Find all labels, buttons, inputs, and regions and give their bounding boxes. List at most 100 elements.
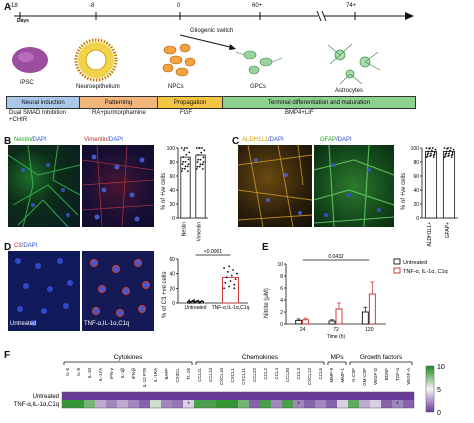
column-label: IL-6 xyxy=(65,368,70,376)
panel-c-chart: 0 20 40 60 80 100 ALDH1L1+ GFAP+ xyxy=(411,146,458,247)
significance-star: * xyxy=(396,402,399,408)
data-point xyxy=(197,154,200,156)
panel-d-ylabel: % of C3 +ve cells xyxy=(162,271,168,318)
group-label: Cytokines xyxy=(114,354,143,361)
treatment-label: FGF xyxy=(180,110,192,116)
column-label: CXCL11 xyxy=(241,368,246,385)
data-point xyxy=(182,156,185,158)
column-label: BDNF xyxy=(384,368,389,381)
gliogenic-switch-label: Gliogenic switch xyxy=(190,28,234,34)
bar xyxy=(302,319,310,325)
column-label: CCL2 xyxy=(263,368,268,380)
data-point xyxy=(227,270,229,273)
column-label: IL-1RA xyxy=(153,368,158,382)
y-tick-label: 10 xyxy=(277,262,283,268)
heatmap-cell xyxy=(260,392,271,400)
panel-c-img1-title: ALDH1L1/DAPI xyxy=(242,137,284,143)
data-point xyxy=(198,165,201,168)
data-point xyxy=(452,148,455,151)
column-label: CXCL10 xyxy=(219,368,224,386)
row-label: TNF-α,IL-1α,C1q xyxy=(14,402,59,408)
bar xyxy=(195,154,206,219)
nestin-micrograph xyxy=(8,145,80,227)
heatmap-cell xyxy=(315,400,326,408)
c3-untreated-micrograph xyxy=(8,251,80,331)
heatmap-cell xyxy=(326,392,337,400)
cell-type-label: Astrocytes xyxy=(335,88,364,94)
data-point xyxy=(225,276,228,279)
bar xyxy=(368,293,376,325)
column-label: IFN-β xyxy=(131,368,136,380)
data-point xyxy=(228,265,231,268)
day-tick: -8 xyxy=(89,3,95,9)
x-tick-label: Nestin xyxy=(182,222,188,236)
gpcs-illustration xyxy=(235,50,283,75)
panel-c-label: C xyxy=(232,136,240,147)
data-point xyxy=(445,152,448,155)
y-tick-label: 0 xyxy=(280,322,283,328)
column-label: CCL5 xyxy=(318,368,323,380)
data-point xyxy=(432,156,435,158)
heatmap-cell xyxy=(392,400,403,408)
heatmap-cell xyxy=(84,400,95,408)
data-point xyxy=(188,151,191,154)
data-point xyxy=(186,165,189,168)
y-tick-label: 2 xyxy=(280,310,283,316)
data-point xyxy=(426,155,429,158)
phase-propagation: Propagation xyxy=(157,96,223,109)
heatmap-cell xyxy=(161,400,172,408)
data-point xyxy=(447,147,449,149)
heatmap-cell xyxy=(172,400,183,408)
heatmap-cell xyxy=(216,392,227,400)
heatmap-cell xyxy=(205,392,216,400)
y-tick-label: 40 xyxy=(413,188,419,194)
panel-b-img2-title: Vimentin/DAPI xyxy=(84,137,123,143)
data-point xyxy=(193,299,196,301)
heatmap-cell xyxy=(106,400,117,408)
y-tick-label: 0 xyxy=(172,216,175,222)
column-label: CCL20 xyxy=(285,368,290,383)
data-point xyxy=(448,152,450,155)
data-point xyxy=(200,151,203,154)
y-tick-label: 60 xyxy=(169,174,175,180)
column-label: MMP-9 xyxy=(329,368,334,383)
data-point xyxy=(230,274,233,277)
heatmap-cell xyxy=(260,400,271,408)
treatment-label: Dual SMAD Inhibition +CHIR xyxy=(9,110,67,123)
data-point xyxy=(181,167,184,170)
data-point xyxy=(425,147,428,149)
panel-b-chart: 0 20 40 60 80 100 Nestin Vimentin xyxy=(167,146,208,241)
data-point xyxy=(431,149,433,152)
bar xyxy=(180,156,191,219)
day-tick: -18 xyxy=(9,3,18,9)
data-point xyxy=(430,152,432,155)
y-tick-label: 40 xyxy=(169,188,175,194)
heatmap-cell xyxy=(293,400,304,408)
data-point xyxy=(187,163,190,165)
bar xyxy=(335,308,343,325)
heatmap-cell xyxy=(249,400,260,408)
panel-c-ylabel: % of +ve cells xyxy=(401,172,407,210)
y-tick-label: 0 xyxy=(172,301,175,307)
cell-type-label: Neuroepithelium xyxy=(76,84,120,90)
column-label: VEGF-A xyxy=(406,368,411,385)
column-label: TL-26 xyxy=(186,368,191,380)
data-point xyxy=(449,147,452,149)
npcs-illustration xyxy=(162,43,196,77)
data-point xyxy=(427,152,430,155)
data-point xyxy=(186,170,189,172)
data-point xyxy=(196,165,199,168)
heatmap-cell xyxy=(271,400,282,408)
heatmap-cell xyxy=(73,392,84,400)
data-point xyxy=(183,147,186,149)
heatmap-cell xyxy=(392,392,403,400)
heatmap-cell xyxy=(84,392,95,400)
heatmap-cell xyxy=(183,400,194,408)
column-label: CCL11 xyxy=(197,368,202,382)
heatmap-cell xyxy=(227,400,238,408)
x-tick-label: 120 xyxy=(365,327,374,333)
heatmap-cell xyxy=(150,400,161,408)
heatmap-cell xyxy=(117,392,128,400)
y-tick-label: 60 xyxy=(169,257,175,263)
